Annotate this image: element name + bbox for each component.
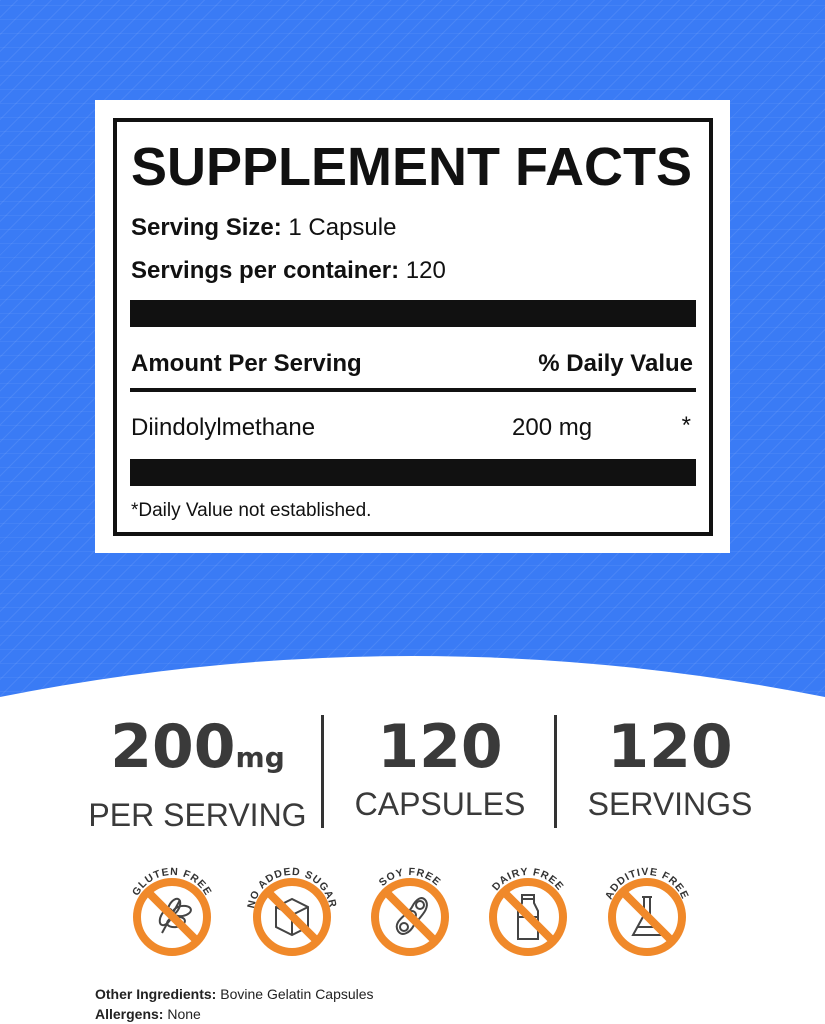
allergens: Allergens: None xyxy=(95,1006,201,1022)
dv-header: % Daily Value xyxy=(538,350,693,377)
ingredient-dv: * xyxy=(681,412,691,439)
footnote: *Daily Value not established. xyxy=(131,500,372,521)
thick-divider xyxy=(130,459,696,486)
badge-no-added-sugar: NO ADDED SUGAR xyxy=(242,855,342,965)
amount-header: Amount Per Serving xyxy=(131,350,362,377)
servings-per-container: Servings per container: 120 xyxy=(131,257,446,284)
other-ingredients: Other Ingredients: Bovine Gelatin Capsul… xyxy=(95,986,374,1002)
badge-dairy-free: DAIRY FREE xyxy=(478,855,578,965)
ingredient-name: Diindolylmethane xyxy=(131,414,316,441)
badge-gluten-free: GLUTEN FREE xyxy=(122,855,222,965)
facts-title: SUPPLEMENT FACTS xyxy=(131,137,693,197)
thin-divider xyxy=(130,388,696,392)
prohibited-icon xyxy=(133,878,211,956)
ingredient-amount: 200 mg xyxy=(512,414,593,441)
serving-size: Serving Size: 1 Capsule xyxy=(131,214,397,241)
badge-additive-free: ADDITIVE FREE xyxy=(597,855,697,965)
stat-servings: 120 SERVINGS xyxy=(587,712,753,822)
prohibited-icon xyxy=(608,878,686,956)
thick-divider xyxy=(130,300,696,327)
prohibited-icon xyxy=(489,878,567,956)
white-curve xyxy=(0,656,825,725)
prohibited-icon xyxy=(371,878,449,956)
supplement-facts-panel: SUPPLEMENT FACTS Serving Size: 1 Capsule… xyxy=(95,100,730,553)
stat-capsules: 120 CAPSULES xyxy=(354,712,526,822)
stat-divider xyxy=(554,715,557,828)
badge-soy-free: SOY FREE xyxy=(360,855,460,965)
stat-per-serving: 200mg PER SERVING xyxy=(88,712,307,833)
stat-divider xyxy=(321,715,324,828)
prohibited-icon xyxy=(253,878,331,956)
